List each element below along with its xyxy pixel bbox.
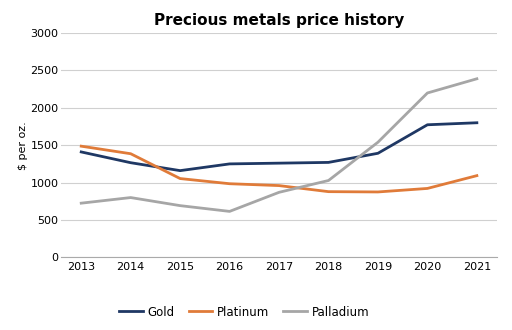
Platinum	[78, 144, 84, 148]
Y-axis label: $ per oz.: $ per oz.	[18, 121, 28, 170]
Platinum	[226, 182, 232, 186]
Gold	[226, 162, 232, 166]
Palladium	[78, 201, 84, 205]
Palladium	[424, 91, 431, 95]
Line: Palladium: Palladium	[81, 79, 477, 212]
Line: Platinum: Platinum	[81, 146, 477, 192]
Gold	[375, 151, 381, 155]
Gold	[78, 150, 84, 154]
Palladium	[177, 204, 183, 208]
Platinum	[474, 174, 480, 178]
Platinum	[375, 190, 381, 194]
Palladium	[127, 196, 134, 200]
Palladium	[226, 210, 232, 214]
Platinum	[326, 190, 332, 194]
Palladium	[326, 179, 332, 182]
Platinum	[177, 177, 183, 181]
Gold	[276, 161, 282, 165]
Palladium	[276, 190, 282, 194]
Gold	[474, 121, 480, 125]
Platinum	[127, 152, 134, 156]
Palladium	[474, 77, 480, 81]
Platinum	[424, 186, 431, 190]
Palladium	[375, 140, 381, 144]
Line: Gold: Gold	[81, 123, 477, 171]
Title: Precious metals price history: Precious metals price history	[154, 13, 404, 28]
Gold	[177, 169, 183, 173]
Platinum	[276, 183, 282, 187]
Gold	[326, 160, 332, 164]
Legend: Gold, Platinum, Palladium: Gold, Platinum, Palladium	[114, 301, 374, 323]
Gold	[424, 123, 431, 127]
Gold	[127, 161, 134, 165]
